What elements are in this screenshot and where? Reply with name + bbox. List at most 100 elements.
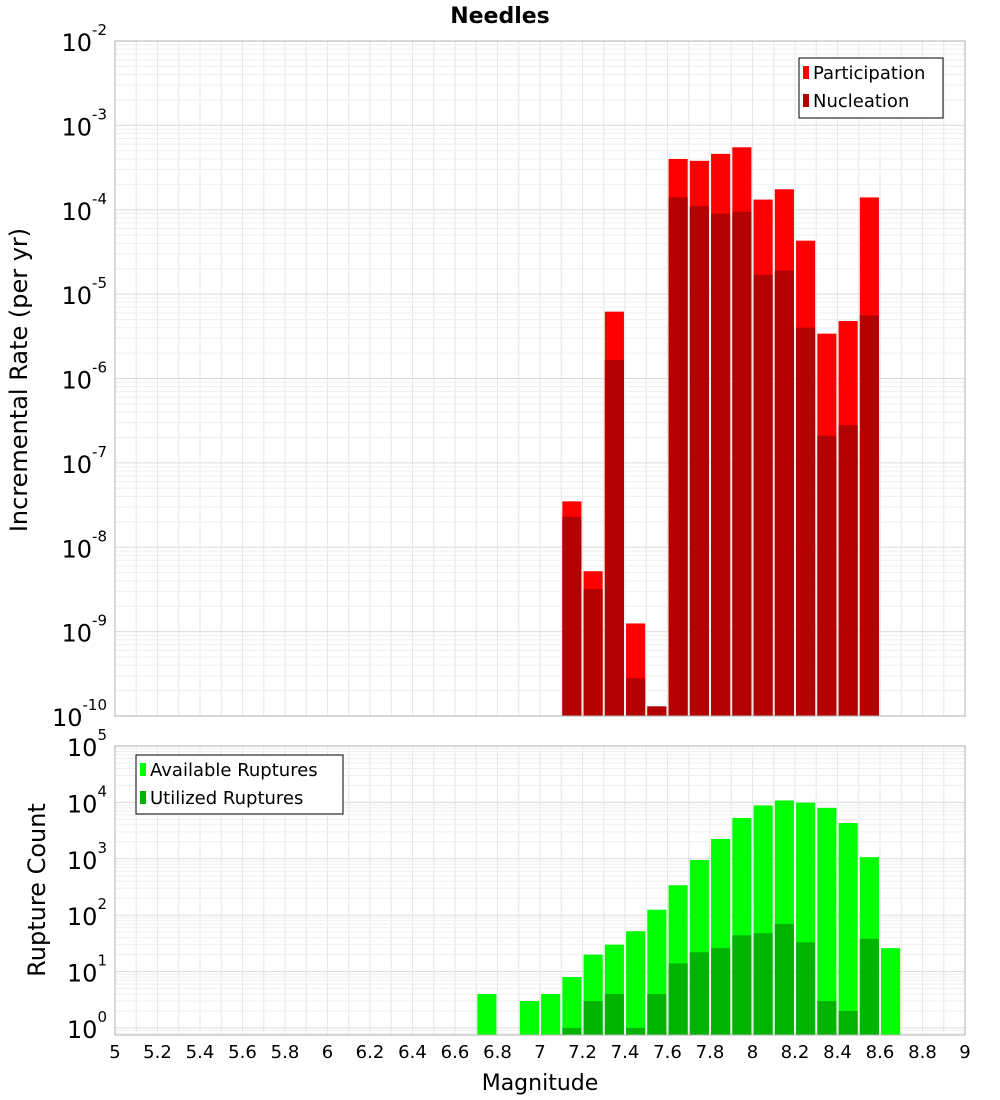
bar-nucleation bbox=[732, 211, 752, 716]
bottom-bars bbox=[477, 800, 901, 1035]
legend-label-participation: Participation bbox=[813, 63, 925, 84]
x-tick-label: 6.6 bbox=[441, 1042, 470, 1063]
x-tick-label: 5.2 bbox=[143, 1042, 172, 1063]
x-tick-label: 5.4 bbox=[186, 1042, 215, 1063]
top-legend: Participation Nucleation bbox=[798, 57, 944, 119]
x-tick-label: 9 bbox=[959, 1042, 970, 1063]
bar-nucleation bbox=[796, 327, 816, 716]
bar-nucleation bbox=[711, 213, 731, 717]
bar-nucleation bbox=[604, 360, 624, 716]
top-bars bbox=[562, 147, 879, 717]
bar-utilized-ruptures bbox=[604, 994, 624, 1035]
x-tick-label: 8.2 bbox=[781, 1042, 810, 1063]
bar-nucleation bbox=[774, 270, 794, 716]
bottom-plot-frame bbox=[114, 745, 966, 1036]
bar-nucleation bbox=[753, 274, 773, 716]
x-tick-label: 5 bbox=[109, 1042, 120, 1063]
x-tick-labels: 5 5.2 5.4 5.6 5.8 6 6.2 6.4 6.6 6.8 7 7.2 7.4 7.6 7.8 8… bbox=[109, 1042, 970, 1063]
y-tick-label: 10-3 bbox=[61, 105, 107, 141]
top-legend-box bbox=[798, 57, 944, 119]
x-tick-label: 8.4 bbox=[823, 1042, 852, 1063]
legend-label-available: Available Ruptures bbox=[150, 760, 318, 781]
bar-utilized-ruptures bbox=[774, 923, 794, 1035]
bar-utilized-ruptures bbox=[583, 1001, 603, 1035]
bar-nucleation bbox=[689, 206, 709, 716]
y-tick-label: 10-6 bbox=[61, 359, 107, 395]
x-tick-label: 8 bbox=[747, 1042, 758, 1063]
bar-nucleation bbox=[668, 197, 688, 717]
bar-utilized-ruptures bbox=[668, 963, 688, 1035]
x-tick-label: 7.8 bbox=[696, 1042, 725, 1063]
x-tick-label: 8.8 bbox=[908, 1042, 937, 1063]
bar-utilized-ruptures bbox=[711, 948, 731, 1035]
bar-available-ruptures bbox=[817, 807, 837, 1035]
y-tick-label: 10-5 bbox=[61, 274, 107, 310]
x-tick-label: 5.6 bbox=[228, 1042, 257, 1063]
bar-utilized-ruptures bbox=[838, 1010, 858, 1035]
bar-nucleation bbox=[859, 315, 879, 716]
bar-nucleation bbox=[626, 678, 646, 716]
top-panel: 10-10 10-9 10-8 10-7 10-6 10-5 10-4 10-3 10-2 In… bbox=[5, 21, 966, 732]
y-tick-label: 10-8 bbox=[61, 527, 107, 563]
legend-swatch-participation bbox=[803, 66, 809, 79]
x-tick-label: 6 bbox=[322, 1042, 333, 1063]
legend-swatch-utilized bbox=[140, 791, 146, 804]
bar-utilized-ruptures bbox=[732, 935, 752, 1035]
bar-utilized-ruptures bbox=[796, 942, 816, 1035]
y-tick-label: 100 bbox=[67, 1008, 107, 1044]
bar-nucleation bbox=[647, 706, 667, 716]
bar-available-ruptures bbox=[838, 823, 858, 1035]
bar-nucleation bbox=[817, 435, 837, 716]
bar-utilized-ruptures bbox=[689, 952, 709, 1035]
bar-utilized-ruptures bbox=[753, 933, 773, 1035]
y-tick-label: 10-2 bbox=[61, 21, 107, 57]
top-y-tick-labels: 10-10 10-9 10-8 10-7 10-6 10-5 10-4 10-3 10-2 bbox=[52, 21, 107, 732]
x-tick-label: 7.6 bbox=[653, 1042, 682, 1063]
x-tick-label: 6.4 bbox=[398, 1042, 427, 1063]
bar-utilized-ruptures bbox=[647, 994, 667, 1035]
y-tick-label: 103 bbox=[67, 839, 107, 875]
bar-nucleation bbox=[562, 516, 582, 716]
bar-available-ruptures bbox=[477, 994, 497, 1035]
y-tick-label: 104 bbox=[67, 782, 107, 818]
bar-available-ruptures bbox=[881, 948, 901, 1035]
bottom-legend-box bbox=[135, 754, 344, 815]
bar-utilized-ruptures bbox=[626, 1027, 646, 1035]
x-tick-label: 7.4 bbox=[611, 1042, 640, 1063]
legend-swatch-available bbox=[140, 763, 146, 776]
bottom-legend: Available Ruptures Utilized Ruptures bbox=[135, 754, 344, 815]
legend-swatch-nucleation bbox=[803, 94, 809, 107]
bar-available-ruptures bbox=[541, 994, 561, 1035]
x-axis-label: Magnitude bbox=[482, 1071, 599, 1096]
bottom-y-tick-labels: 100 101 102 103 104 105 bbox=[67, 726, 107, 1044]
bar-available-ruptures bbox=[519, 1001, 539, 1035]
y-tick-label: 10-10 bbox=[52, 696, 107, 732]
bar-available-ruptures bbox=[562, 977, 582, 1035]
top-y-axis-label: Incremental Rate (per yr) bbox=[5, 228, 33, 532]
y-tick-label: 10-4 bbox=[61, 190, 107, 226]
legend-label-utilized: Utilized Ruptures bbox=[150, 788, 303, 809]
chart-title: Needles bbox=[450, 4, 550, 29]
bar-available-ruptures bbox=[626, 931, 646, 1035]
bar-nucleation bbox=[583, 589, 603, 716]
x-tick-label: 5.8 bbox=[271, 1042, 300, 1063]
bar-utilized-ruptures bbox=[859, 938, 879, 1035]
bottom-y-axis-label: Rupture Count bbox=[23, 803, 51, 977]
x-tick-label: 7.2 bbox=[568, 1042, 597, 1063]
x-tick-label: 6.2 bbox=[356, 1042, 385, 1063]
top-plot-frame bbox=[114, 40, 966, 717]
y-tick-label: 101 bbox=[67, 952, 107, 988]
x-tick-label: 6.8 bbox=[483, 1042, 512, 1063]
y-tick-label: 105 bbox=[67, 726, 107, 762]
bottom-panel: 100 101 102 103 104 105 Rupture Count Availab… bbox=[23, 726, 971, 1096]
bar-nucleation bbox=[838, 425, 858, 716]
y-tick-label: 10-9 bbox=[61, 612, 107, 648]
y-tick-label: 10-7 bbox=[61, 443, 107, 479]
top-grid bbox=[114, 40, 966, 717]
y-tick-label: 102 bbox=[67, 895, 107, 931]
bar-utilized-ruptures bbox=[817, 1001, 837, 1035]
x-tick-label: 8.6 bbox=[866, 1042, 895, 1063]
legend-label-nucleation: Nucleation bbox=[813, 91, 909, 112]
bar-utilized-ruptures bbox=[562, 1027, 582, 1035]
